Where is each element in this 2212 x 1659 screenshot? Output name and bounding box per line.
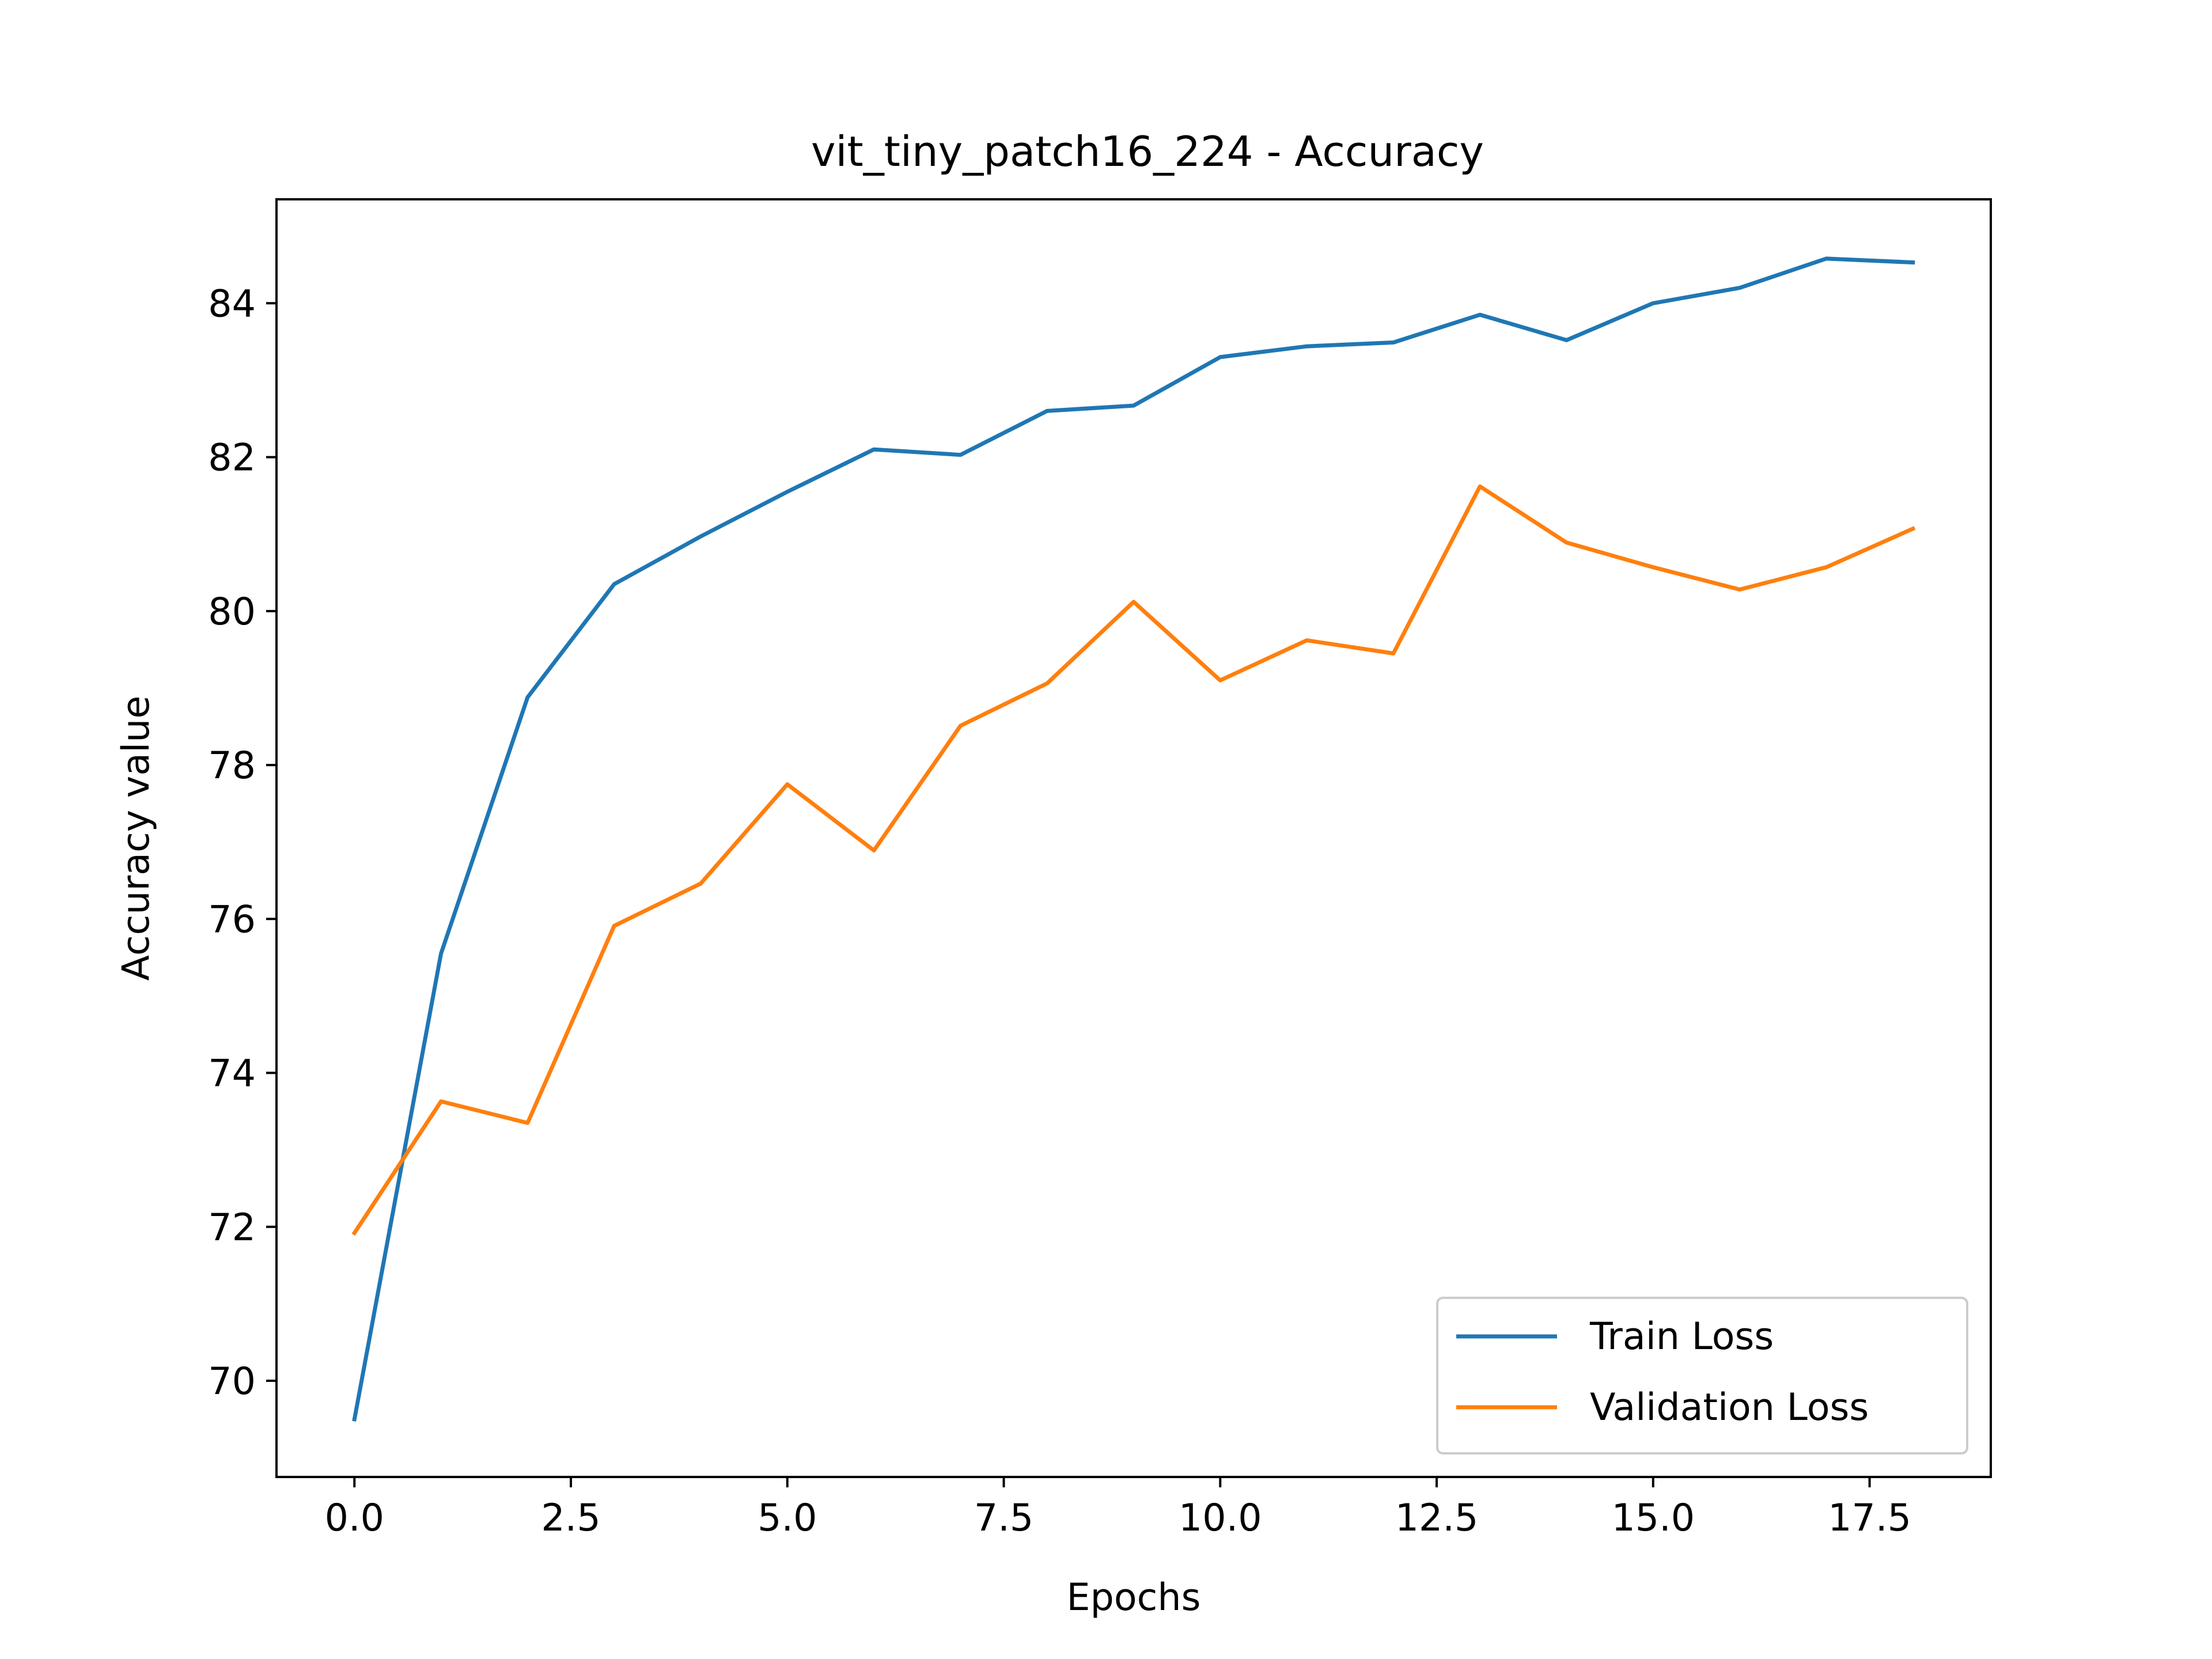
legend-box [1436, 1297, 1968, 1455]
x-tick-label: 5.0 [757, 1497, 817, 1540]
y-tick-label: 84 [208, 282, 256, 325]
y-axis-ticks: 70 72 74 76 78 80 82 84 [208, 282, 276, 1403]
legend-label-train-loss: Train Loss [1589, 1315, 1774, 1358]
y-tick-label: 74 [208, 1052, 256, 1096]
plot-background [276, 199, 1991, 1477]
y-axis-label: Accuracy value [115, 696, 158, 981]
x-axis-label: Epochs [1067, 1576, 1201, 1619]
x-tick-label: 17.5 [1828, 1497, 1911, 1540]
y-tick-label: 72 [208, 1206, 256, 1249]
chart-title: vit_tiny_patch16_224 - Accuracy [811, 127, 1484, 176]
x-axis-ticks: 0.0 2.5 5.0 7.5 10.0 12.5 15.0 17.5 [325, 1477, 1911, 1540]
plot-frame [275, 198, 1992, 1478]
y-tick-label: 78 [208, 744, 256, 787]
y-tick-label: 82 [208, 437, 256, 480]
series-layer [351, 256, 1916, 1422]
x-tick-label: 10.0 [1179, 1497, 1262, 1540]
x-tick-label: 12.5 [1395, 1497, 1479, 1540]
x-tick-label: 15.0 [1611, 1497, 1695, 1540]
y-tick-label: 70 [208, 1360, 256, 1403]
series-line-train-loss [352, 256, 1915, 1422]
y-tick-label: 76 [208, 898, 256, 941]
series-line-validation-loss [351, 484, 1916, 1236]
x-tick-label: 2.5 [541, 1497, 600, 1540]
x-tick-label: 0.0 [325, 1497, 384, 1540]
legend: Train Loss Validation Loss [1436, 1297, 1968, 1455]
x-tick-label: 7.5 [974, 1497, 1033, 1540]
plot-area [275, 198, 1992, 1478]
legend-label-validation-loss: Validation Loss [1590, 1386, 1869, 1429]
y-tick-label: 80 [208, 590, 256, 634]
